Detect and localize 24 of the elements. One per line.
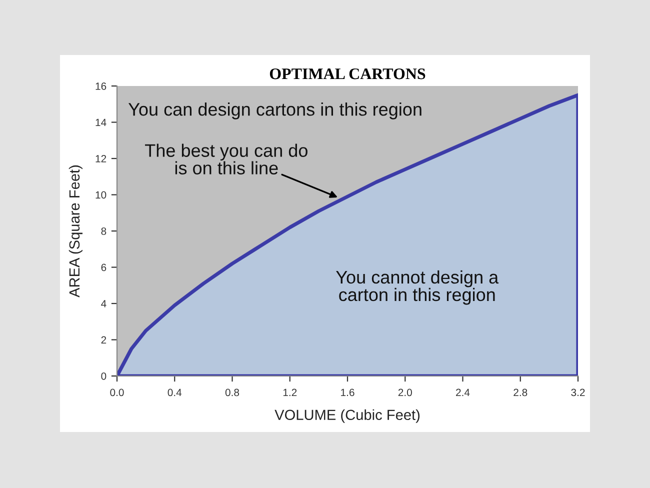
chart-title: OPTIMAL CARTONS <box>270 68 426 80</box>
x-tick-label: 1.2 <box>283 388 297 396</box>
y-tick-label: 16 <box>96 82 106 90</box>
y-tick-label: 2 <box>101 336 106 344</box>
y-tick-label: 0 <box>101 372 106 380</box>
y-tick-label: 14 <box>96 118 106 126</box>
annotation: You cannot design a carton in this region <box>336 270 499 305</box>
x-tick-label: 2.4 <box>456 388 470 396</box>
x-tick-label: 2.8 <box>514 388 528 396</box>
x-tick-label: 2.0 <box>398 388 412 396</box>
y-tick-label: 8 <box>101 228 106 235</box>
y-tick-label: 10 <box>96 191 106 199</box>
x-tick-label: 1.6 <box>341 388 354 396</box>
x-axis-title: VOLUME (Cubic Feet) <box>274 409 420 423</box>
x-tick-label: 0.0 <box>110 388 124 396</box>
annotation: The best you can do is on this line <box>145 144 308 174</box>
y-tick-label: 6 <box>101 264 106 272</box>
y-tick-label: 4 <box>101 300 106 308</box>
x-tick-label: 0.8 <box>225 388 240 396</box>
x-tick-label: 3.2 <box>571 388 585 396</box>
y-axis-title: AREA (Square Feet) <box>68 165 82 298</box>
annotation: You can design cartons in this region <box>128 102 422 120</box>
x-tick-label: 0.4 <box>168 388 182 396</box>
y-tick-label: 12 <box>96 155 106 162</box>
